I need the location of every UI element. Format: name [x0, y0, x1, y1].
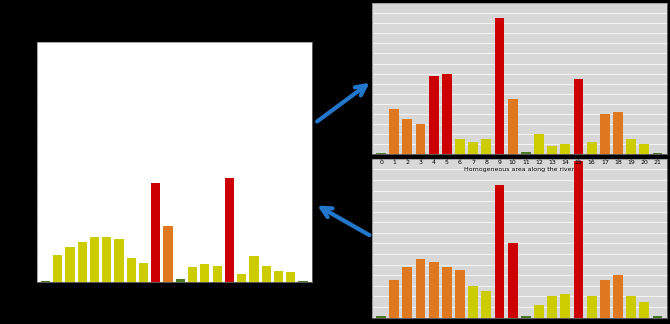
- X-axis label: Homogeneous area along the river: Homogeneous area along the river: [119, 295, 229, 299]
- Bar: [587, 142, 596, 154]
- Bar: [560, 294, 570, 318]
- Bar: [237, 274, 247, 282]
- Bar: [508, 99, 518, 154]
- Bar: [429, 262, 439, 318]
- Bar: [415, 259, 425, 318]
- Bar: [403, 267, 412, 318]
- Bar: [613, 112, 623, 154]
- Bar: [249, 256, 259, 282]
- Bar: [639, 302, 649, 318]
- Y-axis label: damage (M€): damage (M€): [351, 58, 356, 99]
- Bar: [482, 291, 491, 318]
- Bar: [442, 267, 452, 318]
- Bar: [653, 317, 663, 318]
- Bar: [286, 272, 295, 282]
- Bar: [90, 237, 99, 282]
- Bar: [176, 280, 185, 282]
- Bar: [600, 114, 610, 154]
- Bar: [298, 281, 308, 282]
- Bar: [415, 124, 425, 154]
- Bar: [482, 139, 491, 154]
- Bar: [376, 317, 386, 318]
- Bar: [41, 281, 50, 282]
- Bar: [225, 178, 234, 282]
- Bar: [163, 226, 173, 282]
- X-axis label: Homogeneous area along the river: Homogeneous area along the river: [464, 167, 574, 171]
- Bar: [521, 316, 531, 318]
- Bar: [139, 263, 148, 282]
- Bar: [151, 183, 160, 282]
- Bar: [600, 281, 610, 318]
- Bar: [468, 286, 478, 318]
- Bar: [188, 268, 197, 282]
- Bar: [508, 243, 518, 318]
- Bar: [547, 146, 557, 154]
- Bar: [587, 296, 596, 318]
- Bar: [626, 139, 636, 154]
- Bar: [534, 305, 544, 318]
- Bar: [78, 242, 87, 282]
- Bar: [455, 139, 465, 154]
- Bar: [200, 264, 210, 282]
- Bar: [115, 239, 123, 282]
- Bar: [653, 153, 663, 154]
- Y-axis label: damage (M€): damage (M€): [16, 141, 21, 183]
- Bar: [494, 185, 505, 318]
- Bar: [376, 153, 386, 154]
- Bar: [574, 161, 584, 318]
- Bar: [53, 255, 62, 282]
- Bar: [102, 237, 111, 282]
- Bar: [429, 75, 439, 154]
- Bar: [274, 271, 283, 282]
- Bar: [534, 134, 544, 154]
- Bar: [613, 275, 623, 318]
- Bar: [468, 142, 478, 154]
- Bar: [66, 247, 74, 282]
- Bar: [442, 74, 452, 154]
- Bar: [494, 18, 505, 154]
- Bar: [521, 152, 531, 154]
- Bar: [389, 281, 399, 318]
- Bar: [455, 270, 465, 318]
- Bar: [626, 296, 636, 318]
- Bar: [212, 266, 222, 282]
- Bar: [639, 144, 649, 154]
- Bar: [127, 258, 136, 282]
- Bar: [261, 266, 271, 282]
- Bar: [403, 119, 412, 154]
- Bar: [560, 144, 570, 154]
- Bar: [574, 79, 584, 154]
- Bar: [547, 296, 557, 318]
- Bar: [389, 109, 399, 154]
- Y-axis label: damage (M€): damage (M€): [351, 217, 356, 259]
